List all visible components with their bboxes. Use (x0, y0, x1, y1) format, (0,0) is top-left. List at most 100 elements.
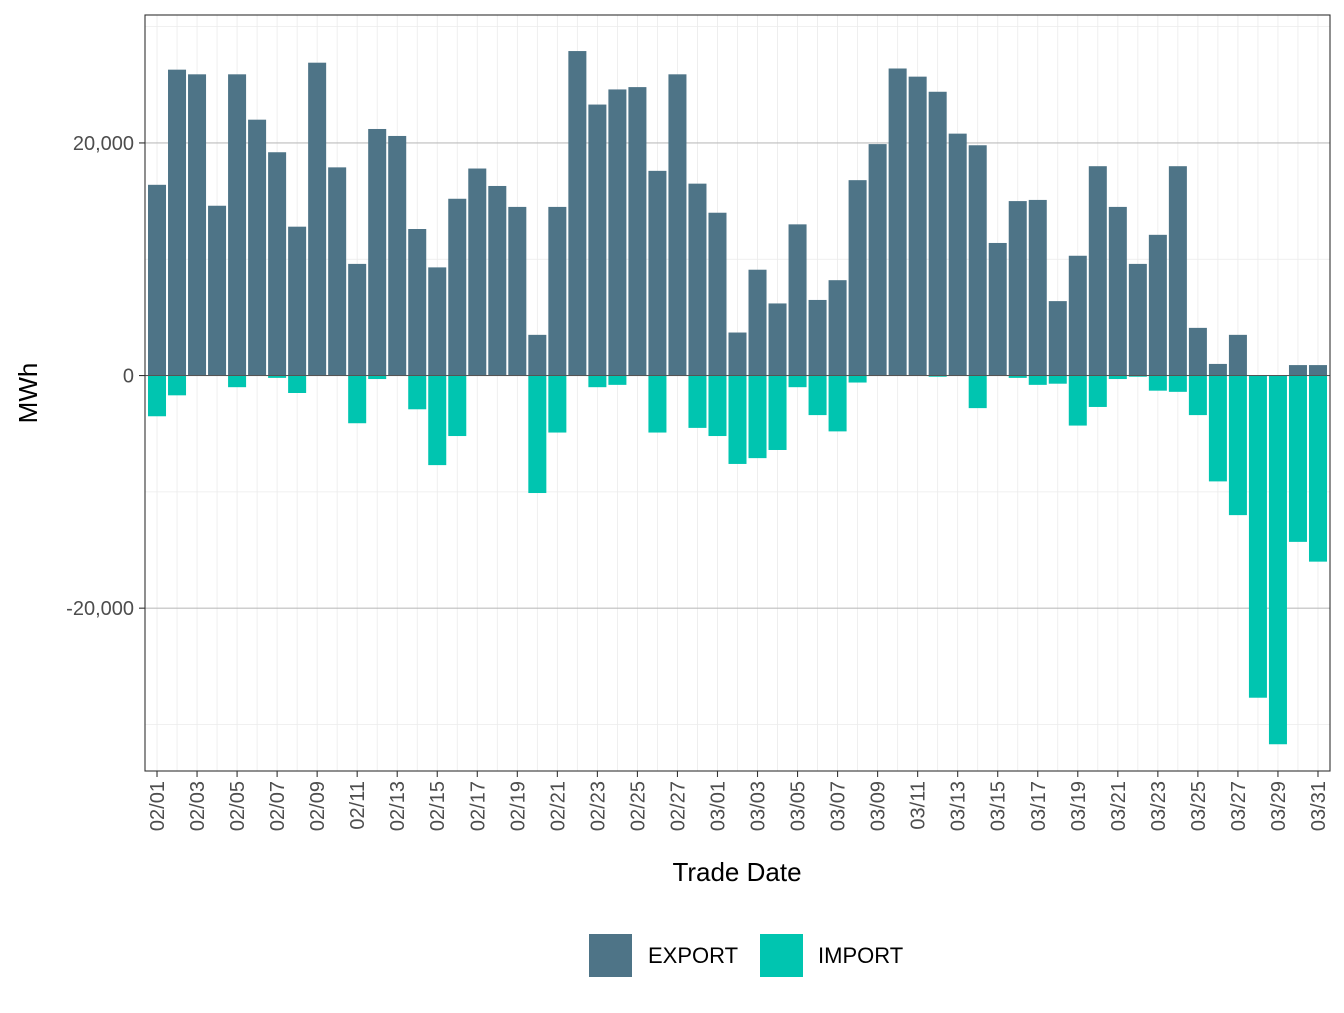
bar-import-03-01 (708, 375, 727, 437)
axes: -20,000 0 20,000 02/01 02/03 02/05 02/07 02/09 0… (66, 133, 1330, 831)
bar-export-03-22 (1128, 263, 1147, 376)
bar-export-03-30 (1288, 365, 1307, 376)
bar-import-03-14 (968, 375, 987, 409)
bar-import-02-15 (428, 375, 447, 466)
bar-import-03-28 (1248, 375, 1267, 698)
x-tick-label: 03/31 (1308, 781, 1330, 831)
x-tick-label: 03/21 (1108, 781, 1130, 831)
y-axis-title: MWh (13, 363, 43, 424)
x-tick-label: 03/05 (788, 781, 810, 831)
bar-export-03-03 (748, 269, 767, 376)
bar-import-03-04 (768, 375, 787, 450)
bar-import-03-30 (1288, 375, 1307, 542)
x-tick-label: 03/01 (707, 781, 729, 831)
bar-export-02-11 (348, 263, 367, 376)
bar-export-03-06 (808, 299, 827, 376)
x-tick-label: 02/09 (307, 781, 329, 831)
bar-import-03-27 (1228, 375, 1247, 516)
bar-import-02-02 (168, 375, 187, 396)
bar-import-03-29 (1268, 375, 1287, 745)
x-tick-label: 03/13 (948, 781, 970, 831)
bar-import-03-12 (928, 375, 947, 377)
bar-import-02-14 (408, 375, 427, 410)
legend-swatch-export (589, 934, 632, 977)
x-tick-label: 02/15 (427, 781, 449, 831)
bar-export-02-18 (488, 185, 507, 376)
bar-export-02-07 (268, 152, 287, 376)
panel-border (144, 14, 1331, 772)
x-tick-label: 03/03 (748, 781, 770, 831)
x-axis-title: Trade Date (672, 857, 801, 887)
y-tick-label: 0 (123, 366, 134, 388)
bar-import-03-02 (728, 375, 747, 464)
bar-export-03-25 (1188, 327, 1207, 376)
bar-export-02-08 (288, 226, 307, 376)
bar-export-03-04 (768, 303, 787, 376)
bar-export-02-22 (568, 51, 587, 376)
bar-export-02-21 (548, 206, 567, 376)
x-tick-label: 02/27 (667, 781, 689, 831)
bar-export-02-06 (248, 119, 267, 376)
bar-export-03-26 (1208, 363, 1227, 376)
bar-import-03-23 (1148, 375, 1167, 391)
bar-import-02-05 (228, 375, 247, 388)
x-tick-label: 02/05 (227, 781, 249, 831)
bar-import-03-05 (788, 375, 807, 388)
bar-import-03-24 (1168, 375, 1187, 392)
x-tick-label: 02/11 (347, 781, 369, 830)
bar-export-03-16 (1008, 201, 1027, 376)
bar-export-03-24 (1168, 166, 1187, 376)
bar-import-03-06 (808, 375, 827, 416)
x-tick-label: 03/27 (1228, 781, 1250, 831)
bar-import-03-08 (848, 375, 867, 383)
bar-import-02-24 (608, 375, 627, 385)
x-tick-label: 02/13 (387, 781, 409, 831)
bar-export-02-15 (428, 267, 447, 376)
bar-export-02-14 (408, 229, 427, 376)
bar-export-03-19 (1068, 255, 1087, 376)
bar-import-02-01 (148, 375, 167, 417)
x-tick-label: 03/19 (1068, 781, 1090, 831)
x-tick-label: 03/23 (1148, 781, 1170, 831)
bar-export-02-28 (688, 183, 707, 376)
bar-export-02-09 (308, 62, 327, 376)
bar-export-03-23 (1148, 234, 1167, 376)
bar-export-03-27 (1228, 334, 1247, 376)
bar-import-02-12 (368, 375, 387, 380)
bar-import-03-19 (1068, 375, 1087, 426)
bar-export-02-05 (228, 74, 247, 376)
bar-import-02-21 (548, 375, 567, 433)
x-tick-label: 03/09 (868, 781, 890, 831)
bar-export-03-21 (1108, 206, 1127, 376)
bar-export-02-02 (168, 69, 187, 376)
bar-export-03-20 (1088, 166, 1107, 376)
bar-import-03-26 (1208, 375, 1227, 482)
x-tick-label: 03/15 (988, 781, 1010, 831)
x-tick-label: 02/17 (467, 781, 489, 831)
bar-import-03-18 (1048, 375, 1067, 384)
bar-export-02-27 (668, 74, 687, 376)
x-tick-label: 02/19 (507, 781, 529, 831)
bar-import-03-31 (1308, 375, 1327, 562)
x-tick-label: 03/17 (1028, 781, 1050, 831)
bar-export-03-11 (908, 76, 927, 376)
bar-export-03-12 (928, 91, 947, 376)
bar-import-02-07 (268, 375, 287, 378)
bar-export-03-14 (968, 145, 987, 376)
bars (145, 51, 1330, 745)
bar-export-02-03 (188, 74, 207, 376)
bar-import-03-22 (1128, 375, 1147, 377)
bar-export-02-17 (468, 168, 487, 376)
bar-import-03-16 (1008, 375, 1027, 378)
bar-export-02-13 (388, 135, 407, 376)
x-tick-label: 02/25 (627, 781, 649, 831)
bar-export-02-19 (508, 206, 527, 376)
x-tick-label: 03/29 (1268, 781, 1290, 831)
bar-export-02-10 (328, 167, 347, 376)
bar-export-02-04 (208, 205, 227, 376)
bar-import-02-28 (688, 375, 707, 428)
x-tick-label: 02/03 (187, 781, 209, 831)
x-tick-label: 03/11 (908, 781, 930, 830)
